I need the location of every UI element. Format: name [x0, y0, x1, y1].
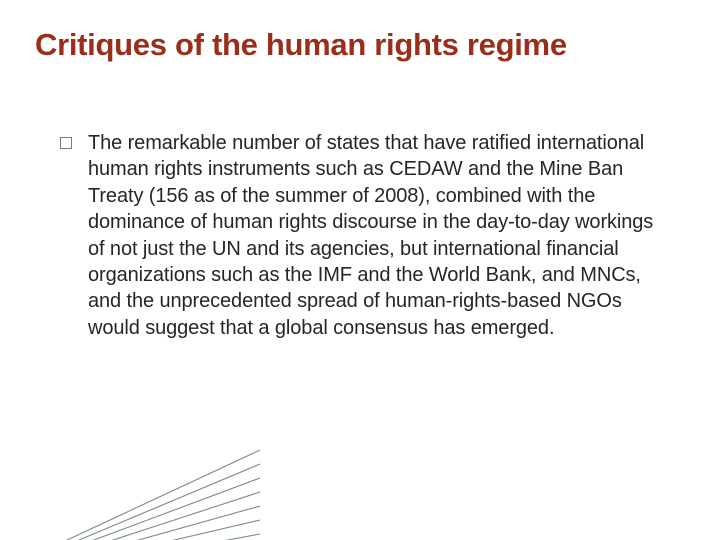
- bullet-item: The remarkable number of states that hav…: [60, 130, 660, 341]
- bullet-marker-icon: [60, 137, 72, 149]
- corner-decoration-icon: [0, 430, 260, 540]
- body-content: The remarkable number of states that hav…: [60, 130, 660, 341]
- slide-title: Critiques of the human rights regime: [35, 28, 685, 63]
- slide: Critiques of the human rights regime The…: [0, 0, 720, 540]
- bullet-text: The remarkable number of states that hav…: [88, 130, 660, 341]
